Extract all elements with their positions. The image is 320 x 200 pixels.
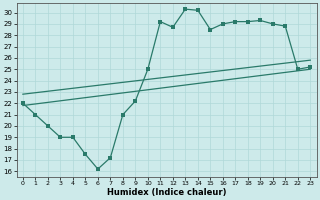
X-axis label: Humidex (Indice chaleur): Humidex (Indice chaleur) bbox=[107, 188, 226, 197]
